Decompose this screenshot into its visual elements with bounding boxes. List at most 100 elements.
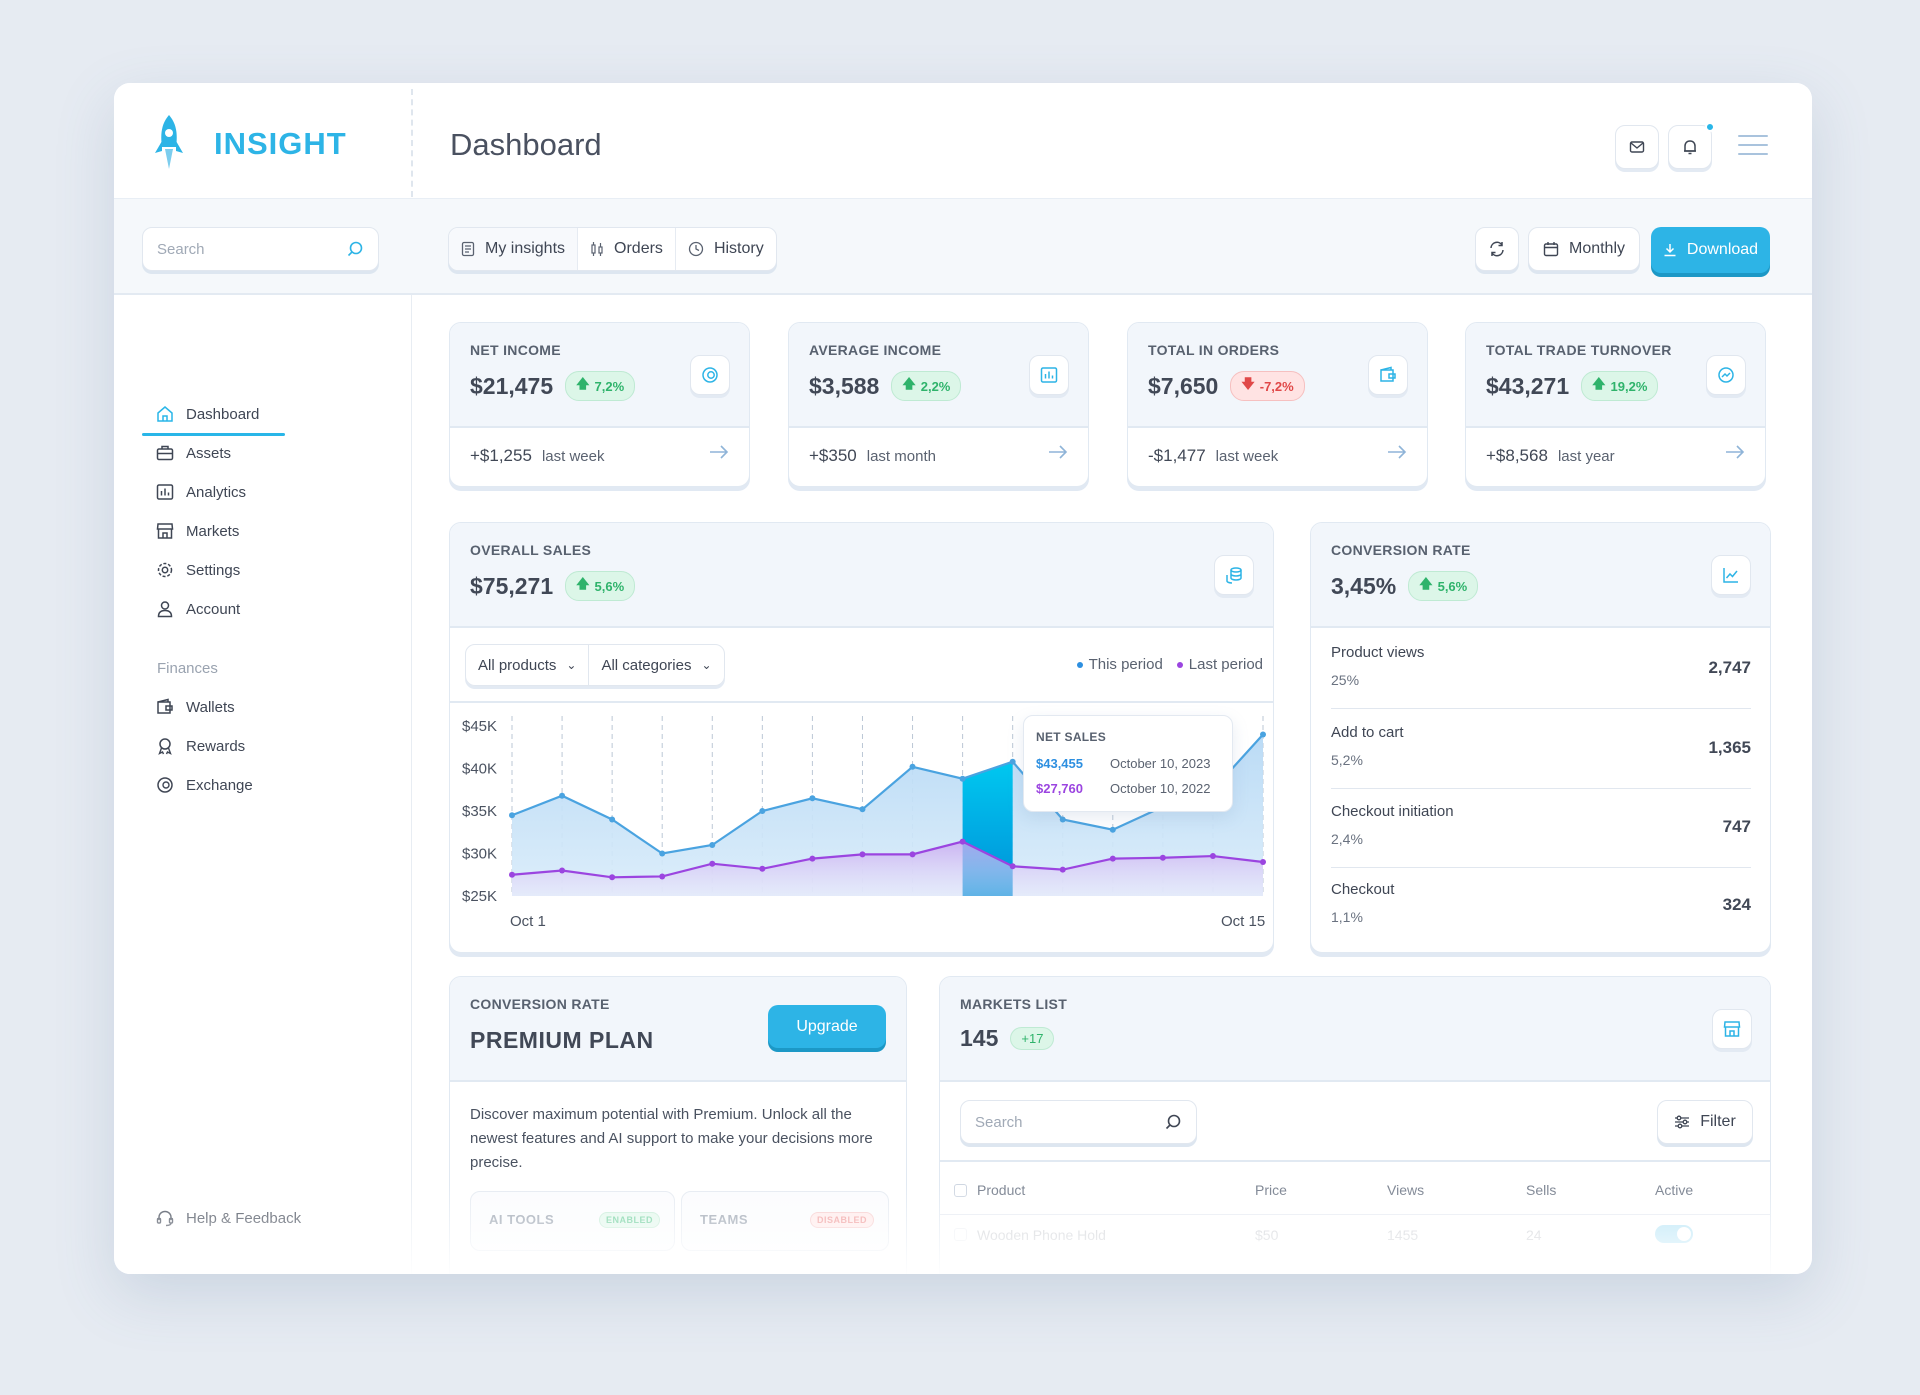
wallet-icon	[1380, 366, 1396, 382]
sidebar-item-markets[interactable]: Markets	[156, 522, 239, 540]
app-name: INSIGHT	[214, 126, 347, 161]
sidebar-item-analytics[interactable]: Analytics	[156, 483, 246, 501]
product-sells: 24	[1526, 1227, 1542, 1243]
upgrade-button[interactable]: Upgrade	[768, 1005, 886, 1048]
tooltip-last-value: $27,760	[1036, 781, 1083, 796]
data-point-this-period	[559, 792, 566, 799]
sales-chart[interactable]: $45K $40K $35K $30K $25K Oct 1 Oct 15	[450, 703, 1274, 953]
column-header-views[interactable]: Views	[1387, 1182, 1425, 1198]
premium-plan-card: CONVERSION RATE PREMIUM PLAN Upgrade Dis…	[449, 976, 907, 1274]
view-tabs: My insights Orders History	[448, 227, 777, 271]
notifications-button[interactable]	[1668, 122, 1715, 169]
notification-dot	[1705, 122, 1715, 132]
markets-count: 145	[960, 1025, 999, 1051]
arrow-right-icon	[710, 445, 729, 459]
stat-details-link[interactable]	[1387, 445, 1407, 464]
product-views: 1455	[1387, 1227, 1419, 1243]
sidebar-item-label: Markets	[186, 522, 240, 540]
coins-button[interactable]	[1214, 555, 1254, 595]
search-input[interactable]: Search	[157, 240, 205, 258]
period-select[interactable]: Monthly	[1528, 227, 1640, 271]
store-icon	[156, 523, 174, 539]
gauge-icon	[1718, 367, 1734, 383]
categories-select[interactable]: All categories ⌄	[589, 645, 723, 685]
filter-button[interactable]: Filter	[1657, 1100, 1753, 1144]
stat-card-header: NET INCOME $21,475 🡅 7,2%	[450, 323, 749, 428]
feature-teams[interactable]: TEAMS DISABLED	[681, 1191, 889, 1251]
bar-chart-icon	[1040, 367, 1058, 383]
feature-status-badge: ENABLED	[598, 1212, 660, 1228]
download-button[interactable]: Download	[1651, 227, 1770, 273]
sidebar-item-wallets[interactable]: Wallets	[156, 698, 235, 716]
store-button[interactable]	[1712, 1009, 1752, 1049]
tab-my-insights[interactable]: My insights	[449, 228, 579, 270]
markets-search-input[interactable]: Search	[975, 1113, 1023, 1131]
stat-icon-button[interactable]	[690, 355, 730, 395]
y-tick-label: $25K	[462, 888, 497, 905]
tab-history[interactable]: History	[676, 228, 776, 270]
menu-icon	[1738, 135, 1768, 137]
column-header-sells[interactable]: Sells	[1526, 1182, 1557, 1198]
stat-details-link[interactable]	[1048, 445, 1068, 464]
data-point-last-period	[659, 873, 666, 880]
conversion-row[interactable]: Checkout initiation 2,4% 747	[1331, 789, 1751, 868]
search-box[interactable]: Search	[142, 227, 379, 271]
stat-card-total-trade-turnover: TOTAL TRADE TURNOVER $43,271 🡅 19,2% +$8,…	[1465, 322, 1766, 487]
logo[interactable]: INSIGHT	[154, 113, 347, 175]
data-point-this-period	[1260, 731, 1266, 738]
menu-button[interactable]	[1738, 135, 1768, 162]
y-tick-label: $35K	[462, 803, 497, 820]
stat-footer: +$1,255 last week	[470, 446, 604, 466]
data-point-this-period	[809, 795, 816, 802]
clock-icon	[688, 241, 704, 257]
product-price: $50	[1255, 1227, 1279, 1243]
premium-plan-header: CONVERSION RATE PREMIUM PLAN Upgrade	[450, 977, 906, 1082]
arrow-right-icon	[1049, 445, 1068, 459]
active-toggle[interactable]	[1655, 1225, 1693, 1243]
sidebar-item-assets[interactable]: Assets	[156, 444, 231, 462]
column-header-active[interactable]: Active	[1655, 1182, 1694, 1198]
refresh-button[interactable]	[1475, 227, 1519, 271]
legend-this-period: This period	[1076, 656, 1163, 673]
data-point-last-period	[859, 851, 866, 858]
trend-button[interactable]	[1711, 555, 1751, 595]
sidebar-item-label: Help & Feedback	[186, 1209, 302, 1227]
tab-label: Orders	[614, 240, 663, 257]
stat-details-link[interactable]	[709, 445, 729, 464]
conversion-row-percent: 25%	[1331, 672, 1360, 688]
stat-card-header: TOTAL TRADE TURNOVER $43,271 🡅 19,2%	[1466, 323, 1765, 428]
products-select[interactable]: All products ⌄	[466, 645, 590, 685]
stat-icon-button[interactable]	[1029, 355, 1069, 395]
tab-orders[interactable]: Orders	[578, 228, 676, 270]
x-tick-label-end: Oct 15	[1221, 913, 1265, 930]
sidebar-item-exchange[interactable]: Exchange	[156, 776, 253, 794]
sidebar-item-dashboard[interactable]: Dashboard	[141, 405, 286, 436]
briefcase-icon	[156, 445, 174, 461]
page-title: Dashboard	[450, 127, 602, 162]
column-header-product[interactable]: Product	[977, 1182, 1026, 1198]
sidebar-item-account[interactable]: Account	[156, 600, 240, 618]
row-checkbox[interactable]	[954, 1228, 967, 1241]
stat-label: TOTAL IN ORDERS	[1148, 342, 1280, 358]
download-label: Download	[1686, 241, 1759, 258]
conversion-row[interactable]: Checkout 1,1% 324	[1331, 867, 1751, 946]
conversion-row[interactable]: Add to cart 5,2% 1,365	[1331, 710, 1751, 789]
column-header-price[interactable]: Price	[1255, 1182, 1287, 1198]
conversion-row-value: 2,747	[1708, 658, 1751, 677]
data-point-last-period	[1059, 866, 1066, 873]
select-all-checkbox[interactable]	[954, 1184, 967, 1197]
stat-icon-button[interactable]	[1368, 355, 1408, 395]
sidebar-item-help[interactable]: Help & Feedback	[156, 1209, 301, 1227]
sidebar-item-rewards[interactable]: Rewards	[156, 737, 245, 755]
markets-search-box[interactable]: Search	[960, 1100, 1197, 1144]
stat-details-link[interactable]	[1725, 445, 1745, 464]
stat-footer: +$350 last month	[809, 446, 936, 466]
arrow-up-icon: 🡅	[1592, 376, 1606, 391]
stat-icon-button[interactable]	[1706, 355, 1746, 395]
table-row[interactable]: Wooden Phone Hold $50 1455 24	[940, 1215, 1770, 1259]
conversion-row[interactable]: Product views 25% 2,747	[1331, 630, 1751, 709]
sidebar-item-settings[interactable]: Settings	[156, 561, 240, 579]
feature-ai-tools[interactable]: AI TOOLS ENABLED	[470, 1191, 675, 1251]
mail-button[interactable]	[1615, 125, 1659, 169]
markets-table: Product Price Views Sells Active Wooden …	[940, 1162, 1770, 1274]
